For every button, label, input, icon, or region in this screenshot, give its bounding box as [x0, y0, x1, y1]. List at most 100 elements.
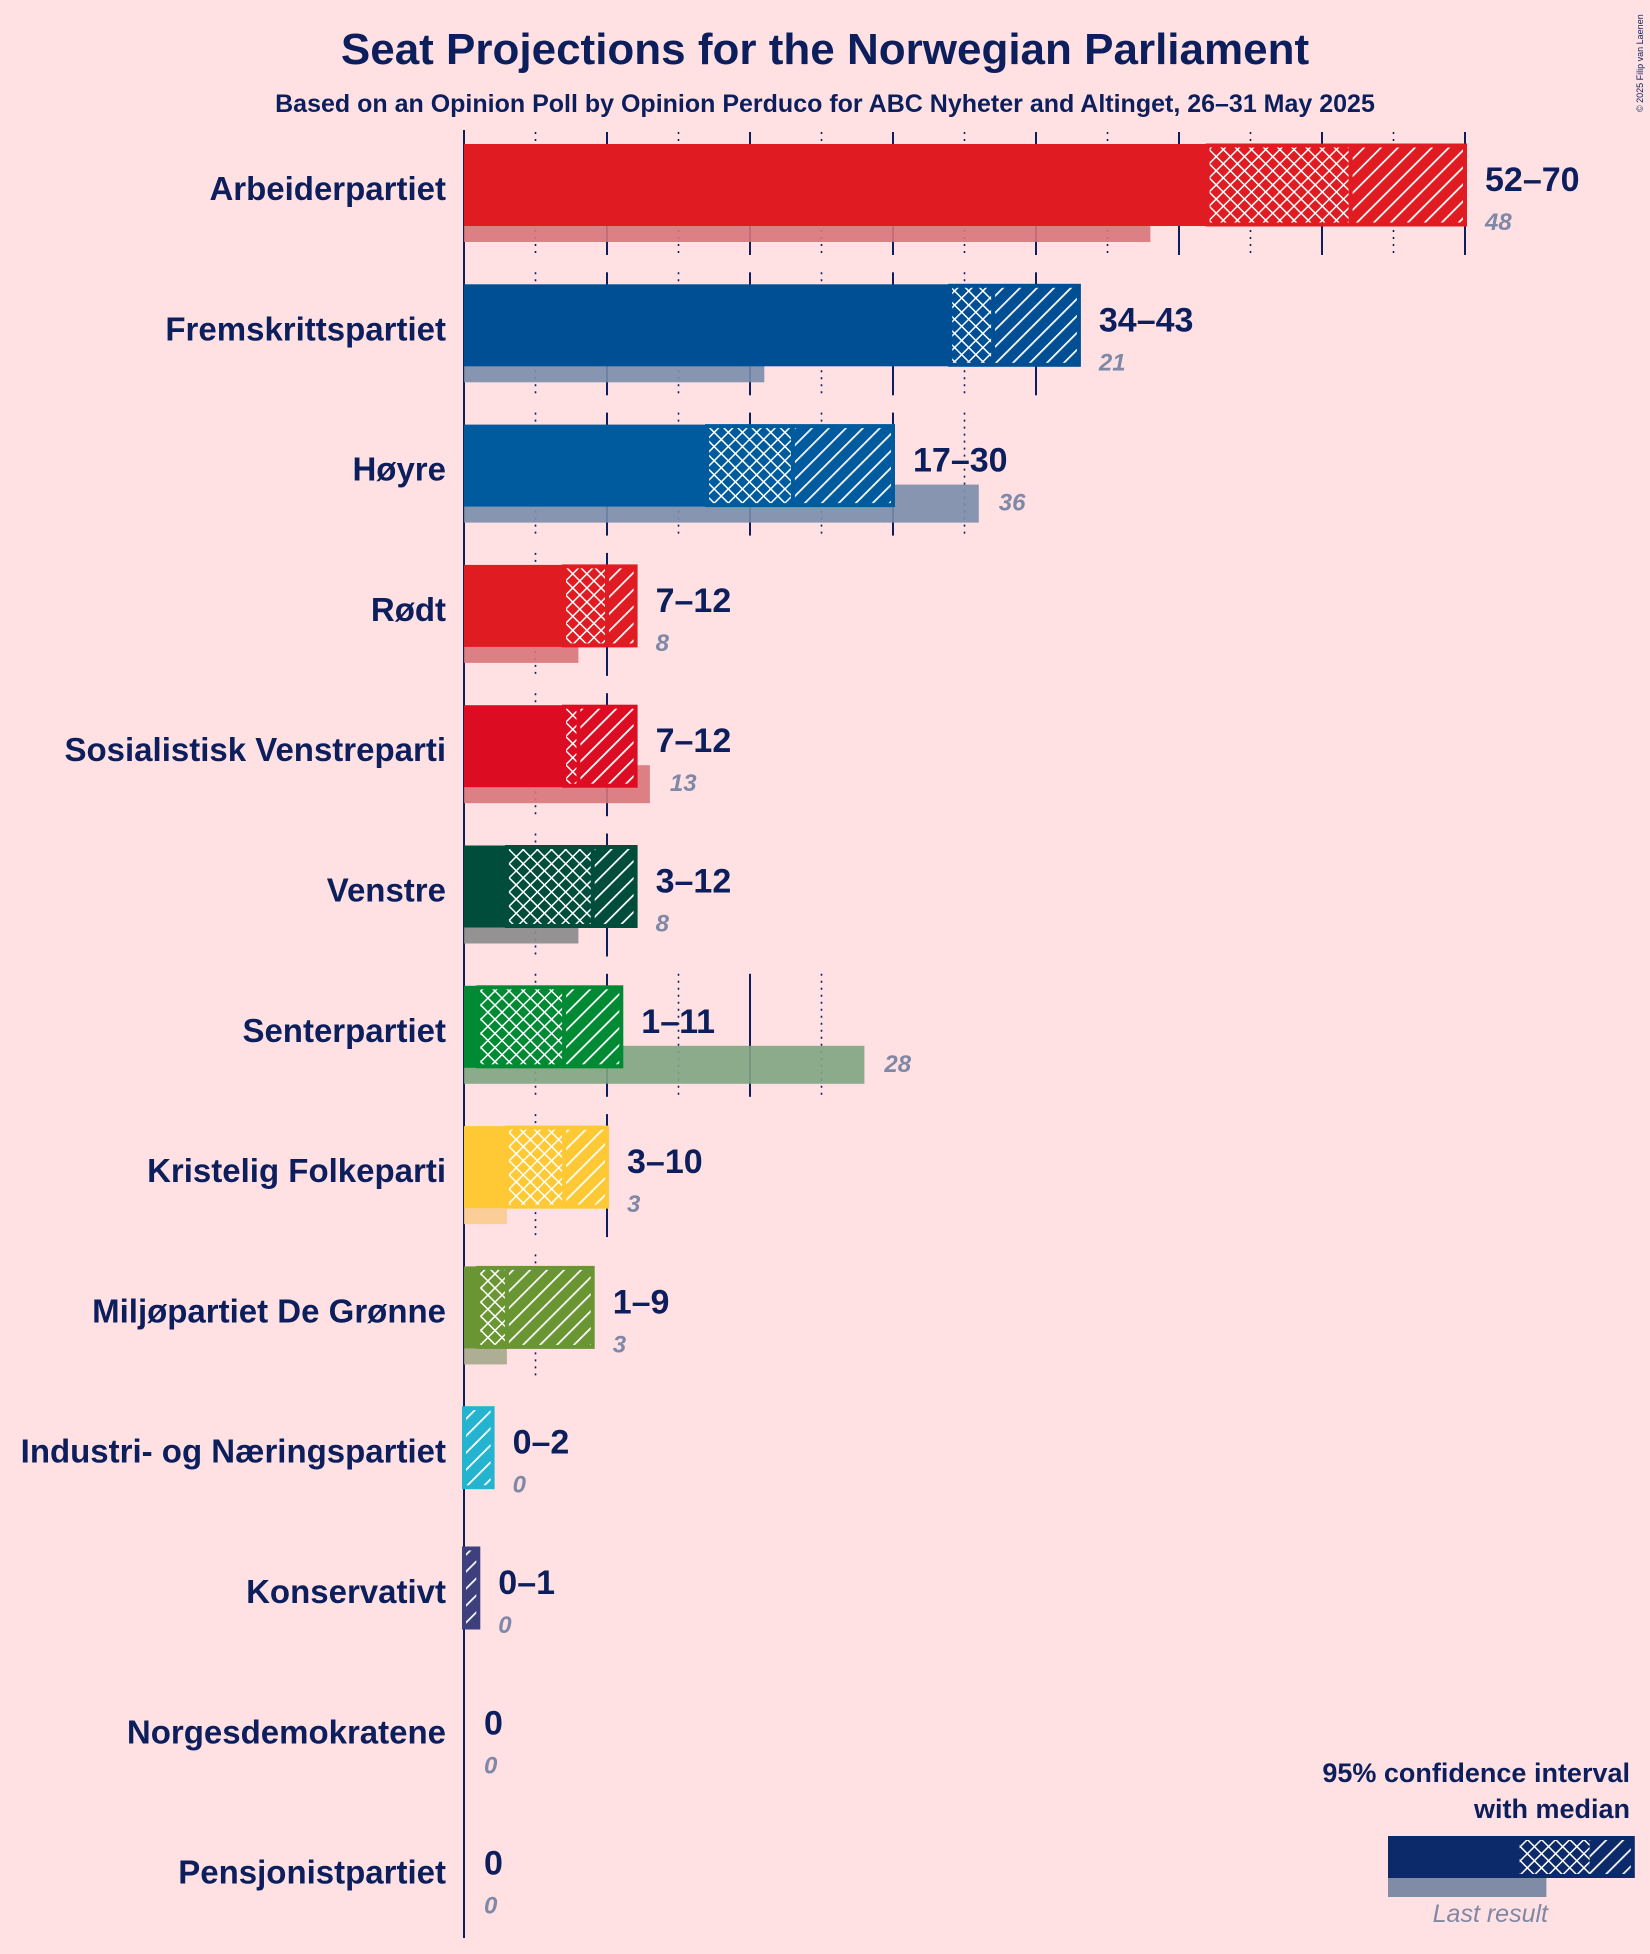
- ci-upper-half-pattern: [607, 564, 636, 647]
- ci-solid-bar: [464, 845, 507, 928]
- party-name-label: Kristelig Folkeparti: [147, 1152, 446, 1189]
- last-result-label: 3: [613, 1331, 627, 1358]
- party-name-label: Norgesdemokratene: [127, 1713, 446, 1750]
- range-label: 3–12: [656, 863, 732, 901]
- last-result-label: 3: [627, 1191, 641, 1218]
- legend-solid-bar: [1388, 1836, 1518, 1878]
- party-row-industri-og-n-ringspartiet: Industri- og Næringspartiet 0–2 0: [21, 1406, 570, 1499]
- ci-upper-half-pattern: [564, 985, 622, 1068]
- ci-solid-bar: [464, 564, 565, 647]
- party-row-pensjonistpartiet: Pensjonistpartiet 0 0: [178, 1845, 503, 1920]
- ci-solid-bar: [464, 1266, 479, 1349]
- ci-upper-half-pattern: [993, 284, 1079, 367]
- range-label: 1–9: [613, 1283, 670, 1321]
- ci-lower-half-pattern: [564, 705, 579, 788]
- last-result-label: 0: [498, 1612, 512, 1639]
- party-name-label: Senterpartiet: [242, 1012, 446, 1049]
- ci-lower-half-pattern: [506, 845, 593, 928]
- range-label: 0: [484, 1845, 503, 1883]
- last-result-label: 0: [484, 1752, 498, 1779]
- range-label: 0: [484, 1704, 503, 1742]
- party-row-senterpartiet: Senterpartiet 1–11 28: [242, 985, 912, 1084]
- chart-subtitle: Based on an Opinion Poll by Opinion Perd…: [275, 90, 1375, 118]
- party-row-konservativt: Konservativt 0–1 0: [246, 1546, 555, 1639]
- last-result-label: 21: [1098, 349, 1126, 376]
- range-label: 0–2: [513, 1424, 570, 1462]
- last-result-label: 13: [670, 770, 697, 797]
- party-row-fremskrittspartiet: Fremskrittspartiet 34–43 21: [165, 283, 1194, 383]
- last-result-label: 28: [883, 1051, 911, 1078]
- last-result-label: 0: [513, 1472, 527, 1499]
- legend-title-line-1: 95% confidence interval: [1322, 1758, 1630, 1788]
- legend-upper-half-pattern: [1589, 1836, 1633, 1878]
- last-result-label: 8: [656, 911, 670, 938]
- ci-solid-bar: [464, 985, 479, 1068]
- ci-upper-half-pattern: [464, 1547, 479, 1629]
- range-label: 0–1: [498, 1564, 555, 1602]
- ci-solid-bar: [464, 1126, 507, 1209]
- range-label: 1–11: [641, 1003, 715, 1041]
- party-row-kristelig-folkeparti: Kristelig Folkeparti 3–10 3: [147, 1125, 703, 1225]
- plot-area: Arbeiderpartiet 52–70 48 Fremskrittspartiet…: [21, 130, 1580, 1938]
- ci-upper-half-pattern: [1350, 144, 1465, 226]
- ci-lower-half-pattern: [478, 1266, 507, 1349]
- party-row-venstre: Venstre 3–12 8: [327, 845, 732, 944]
- ci-solid-bar: [464, 424, 708, 507]
- party-name-label: Rødt: [371, 591, 446, 628]
- ci-outline: [1205, 143, 1467, 227]
- ci-upper-half-pattern: [464, 1406, 493, 1489]
- ci-upper-half-pattern: [506, 1266, 593, 1349]
- ci-solid-bar: [464, 705, 565, 788]
- party-row-h-yre: Høyre 17–30 36: [352, 424, 1026, 523]
- range-label: 52–70: [1485, 161, 1580, 199]
- range-label: 7–12: [656, 722, 732, 760]
- legend: 95% confidence interval with median Last r…: [1322, 1758, 1635, 1928]
- party-row-arbeiderpartiet: Arbeiderpartiet 52–70 48: [209, 143, 1580, 242]
- range-label: 3–10: [627, 1143, 703, 1181]
- party-row-r-dt: Rødt 7–12 8: [371, 564, 732, 663]
- party-name-label: Arbeiderpartiet: [209, 170, 446, 207]
- ci-lower-half-pattern: [707, 424, 793, 507]
- party-row-norgesdemokratene: Norgesdemokratene 0 0: [127, 1704, 503, 1779]
- legend-ci-outline: [1515, 1836, 1635, 1878]
- party-row-milj-partiet-de-gr-nne: Miljøpartiet De Grønne 1–9 3: [92, 1265, 670, 1365]
- last-result-label: 0: [484, 1893, 498, 1920]
- legend-title-line-2: with median: [1473, 1794, 1630, 1824]
- party-name-label: Høyre: [352, 451, 446, 488]
- ci-outline: [562, 564, 638, 648]
- legend-last-result-label: Last result: [1433, 1900, 1549, 1928]
- ci-solid-bar: [464, 284, 951, 367]
- party-name-label: Venstre: [327, 872, 446, 909]
- chart-title: Seat Projections for the Norwegian Parli…: [341, 25, 1310, 74]
- range-label: 7–12: [656, 582, 732, 620]
- ci-upper-half-pattern: [578, 705, 636, 788]
- ci-outline: [476, 1265, 595, 1349]
- party-name-label: Sosialistisk Venstreparti: [64, 731, 446, 768]
- ci-outline: [504, 1125, 609, 1209]
- party-name-label: Industri- og Næringspartiet: [21, 1433, 446, 1470]
- range-label: 17–30: [913, 442, 1008, 480]
- party-name-label: Miljøpartiet De Grønne: [92, 1292, 446, 1329]
- last-result-label: 36: [999, 490, 1026, 517]
- ci-lower-half-pattern: [478, 985, 565, 1068]
- ci-lower-half-pattern: [564, 564, 607, 647]
- ci-lower-half-pattern: [506, 1126, 565, 1209]
- party-name-label: Fremskrittspartiet: [165, 310, 446, 347]
- ci-lower-half-pattern: [950, 284, 994, 367]
- ci-upper-half-pattern: [564, 1126, 607, 1209]
- last-result-label: 48: [1484, 209, 1512, 236]
- party-name-label: Pensjonistpartiet: [178, 1854, 446, 1891]
- range-label: 34–43: [1099, 301, 1194, 339]
- ci-upper-half-pattern: [792, 424, 893, 507]
- ci-outline: [705, 424, 895, 508]
- ci-upper-half-pattern: [592, 845, 636, 928]
- last-result-label: 8: [656, 630, 670, 657]
- party-row-sosialistisk-venstreparti: Sosialistisk Venstreparti 7–12 13: [64, 704, 732, 804]
- legend-lower-half-pattern: [1517, 1836, 1590, 1878]
- ci-outline: [476, 985, 624, 1069]
- ci-outline: [504, 845, 638, 928]
- ci-solid-bar: [464, 144, 1208, 226]
- ci-lower-half-pattern: [1207, 144, 1351, 226]
- copyright-note: © 2025 Filip van Laenen: [1635, 14, 1645, 112]
